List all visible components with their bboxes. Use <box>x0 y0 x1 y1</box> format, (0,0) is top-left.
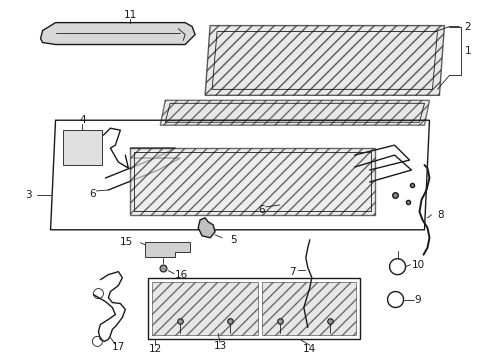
Text: 3: 3 <box>25 190 32 200</box>
Text: 1: 1 <box>465 45 471 55</box>
Text: 8: 8 <box>438 210 444 220</box>
Polygon shape <box>198 218 215 238</box>
Text: 4: 4 <box>79 115 86 125</box>
Text: 6: 6 <box>89 189 96 199</box>
Polygon shape <box>160 100 429 125</box>
Text: 9: 9 <box>415 294 421 305</box>
Text: 13: 13 <box>214 341 227 351</box>
Text: 10: 10 <box>412 260 425 270</box>
Text: 15: 15 <box>120 237 133 247</box>
Text: 6: 6 <box>258 205 265 215</box>
Text: 2: 2 <box>465 22 471 32</box>
Polygon shape <box>145 242 190 257</box>
Polygon shape <box>152 282 258 336</box>
Text: 14: 14 <box>303 345 317 354</box>
Text: 12: 12 <box>148 345 162 354</box>
Polygon shape <box>63 130 102 165</box>
Text: 11: 11 <box>123 10 137 20</box>
Polygon shape <box>262 282 356 336</box>
Text: 7: 7 <box>289 267 296 276</box>
Polygon shape <box>205 26 444 95</box>
Polygon shape <box>130 148 375 215</box>
Text: 16: 16 <box>175 270 189 280</box>
Polygon shape <box>41 23 195 45</box>
Text: 5: 5 <box>230 235 237 245</box>
Text: 17: 17 <box>112 342 125 352</box>
